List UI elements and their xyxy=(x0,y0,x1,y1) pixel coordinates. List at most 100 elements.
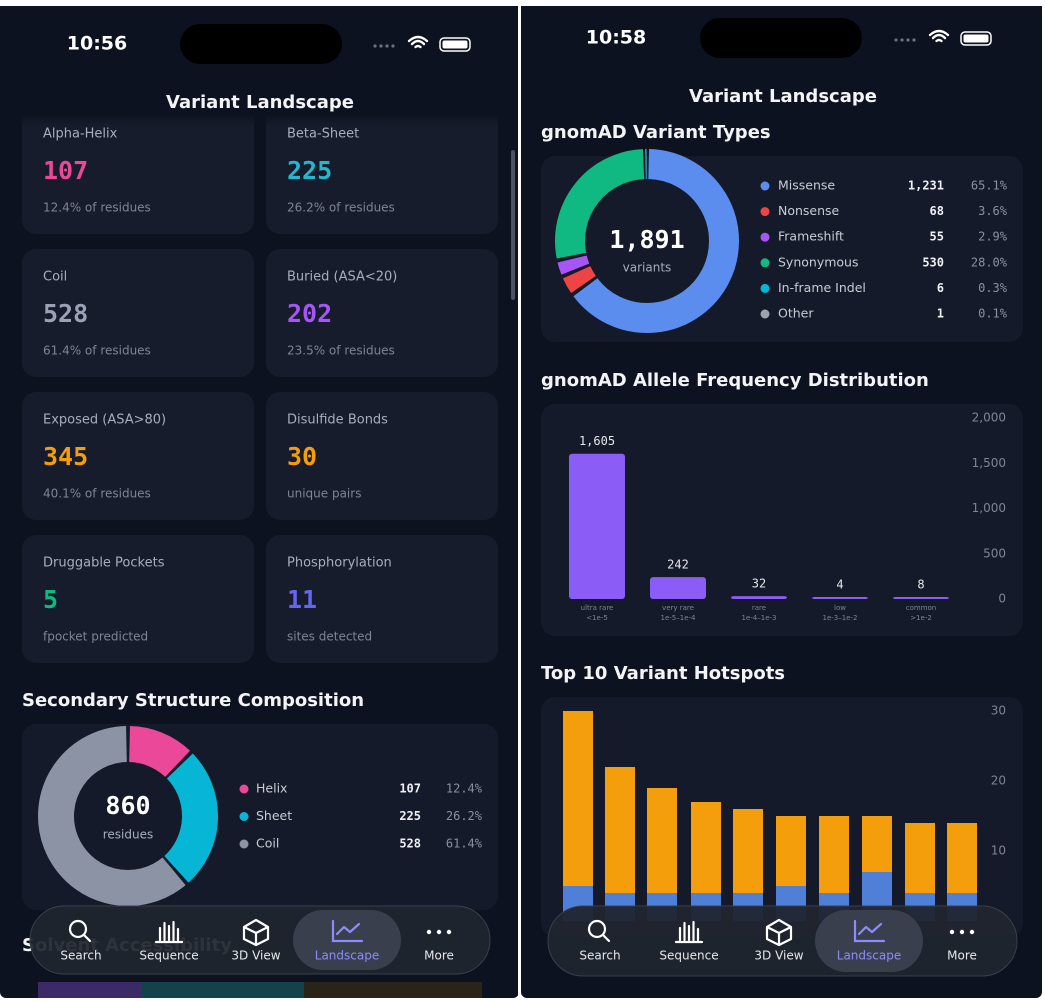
legend-count: 528 xyxy=(399,837,421,851)
card-value: 345 xyxy=(43,442,88,471)
bar-segment xyxy=(691,802,721,893)
signal-dot xyxy=(906,38,910,42)
tab-bar xyxy=(547,905,1018,977)
legend-percent: 65.1% xyxy=(971,179,1008,193)
cube-icon xyxy=(765,918,793,947)
tab-icon xyxy=(587,919,611,943)
stat-card xyxy=(22,535,254,663)
x-tick-range: 1e-4–1e-3 xyxy=(742,614,777,622)
donut-segment xyxy=(555,149,645,259)
legend-label: Synonymous xyxy=(778,254,858,269)
x-tick-range: <1e-5 xyxy=(586,614,608,622)
chart-icon xyxy=(331,919,364,943)
legend-count: 107 xyxy=(399,782,421,796)
donut-segment xyxy=(163,753,218,883)
card-value: 225 xyxy=(287,156,332,185)
card-label: Phosphorylation xyxy=(287,556,392,571)
bar-segment xyxy=(819,816,849,893)
y-tick-label: 500 xyxy=(983,546,1006,560)
bar-segment xyxy=(905,823,935,893)
legend-dot xyxy=(760,207,770,217)
bar-segment xyxy=(733,809,763,893)
battery-level xyxy=(442,40,468,49)
donut-center-label: residues xyxy=(103,828,154,842)
legend-label: Other xyxy=(778,306,814,321)
bar xyxy=(650,577,706,599)
stat-card xyxy=(266,392,498,520)
legend-count: 6 xyxy=(937,281,944,295)
accessibility-strip xyxy=(38,982,142,998)
status-time: 10:56 xyxy=(67,33,127,55)
legend-dot xyxy=(760,181,770,191)
bar-segment xyxy=(862,816,892,872)
x-tick-range: >1e-2 xyxy=(910,614,932,622)
tab-label: Search xyxy=(579,949,620,963)
donut-segment xyxy=(573,149,739,333)
y-tick-label: 10 xyxy=(991,844,1006,858)
signal-dot xyxy=(379,44,383,48)
legend-label: Sheet xyxy=(256,808,292,823)
card-label: Beta-Sheet xyxy=(287,127,359,142)
bar xyxy=(569,453,625,599)
signal-dot xyxy=(900,38,904,42)
battery-level xyxy=(963,34,989,43)
y-tick-label: 1,000 xyxy=(972,501,1006,515)
card-label: Druggable Pockets xyxy=(43,556,165,571)
status-time: 10:58 xyxy=(586,27,646,49)
signal-dot xyxy=(912,38,916,42)
header-fade xyxy=(521,110,1042,122)
legend-label: Helix xyxy=(256,781,287,796)
legend-dot xyxy=(760,309,770,319)
signal-dot xyxy=(373,44,377,48)
tab-icon xyxy=(242,918,270,947)
card-value: 107 xyxy=(43,156,88,185)
card-value: 30 xyxy=(287,442,317,471)
bar-segment xyxy=(647,788,677,893)
legend-percent: 3.6% xyxy=(978,204,1008,218)
legend-percent: 26.2% xyxy=(446,809,483,823)
section-title: gnomAD Allele Frequency Distribution xyxy=(541,370,929,391)
search-icon xyxy=(68,919,88,939)
x-tick-label: very rare xyxy=(662,604,694,612)
chart-icon xyxy=(857,922,883,936)
stat-card xyxy=(22,106,254,234)
card-note: 12.4% of residues xyxy=(43,201,151,215)
legend-label: In-frame Indel xyxy=(778,280,866,295)
card-label: Exposed (ASA>80) xyxy=(43,413,166,428)
card-label: Disulfide Bonds xyxy=(287,413,388,428)
more-icon xyxy=(426,929,432,935)
bar xyxy=(731,596,787,599)
divider xyxy=(518,0,521,1001)
chart-icon xyxy=(853,919,886,943)
cube-icon xyxy=(242,918,270,947)
more-icon xyxy=(446,929,452,935)
legend-label: Missense xyxy=(778,178,835,193)
bar-value-label: 242 xyxy=(667,558,689,572)
tab-icon xyxy=(68,919,92,943)
wifi-icon xyxy=(407,35,429,49)
y-tick-label: 20 xyxy=(991,774,1006,788)
legend-count: 1 xyxy=(937,307,944,321)
bar xyxy=(812,597,868,599)
tab-label: Sequence xyxy=(659,949,718,963)
card-note: sites detected xyxy=(287,630,372,644)
tab-bar xyxy=(29,905,491,975)
card-note: fpocket predicted xyxy=(43,630,148,644)
tab-label: Sequence xyxy=(139,949,198,963)
donut-segment xyxy=(38,726,186,906)
card-value: 202 xyxy=(287,299,332,328)
legend-count: 55 xyxy=(930,230,944,244)
card-note: 26.2% of residues xyxy=(287,201,395,215)
donut-segment xyxy=(128,726,190,778)
y-tick-label: 1,500 xyxy=(972,456,1006,470)
stat-card xyxy=(22,249,254,377)
donut-segment xyxy=(562,265,597,293)
tab-label: 3D View xyxy=(754,949,803,963)
legend-percent: 0.3% xyxy=(978,281,1008,295)
dynamic-island xyxy=(700,18,862,58)
bar xyxy=(893,597,949,599)
search-icon xyxy=(601,933,611,943)
legend-count: 1,231 xyxy=(908,179,944,193)
